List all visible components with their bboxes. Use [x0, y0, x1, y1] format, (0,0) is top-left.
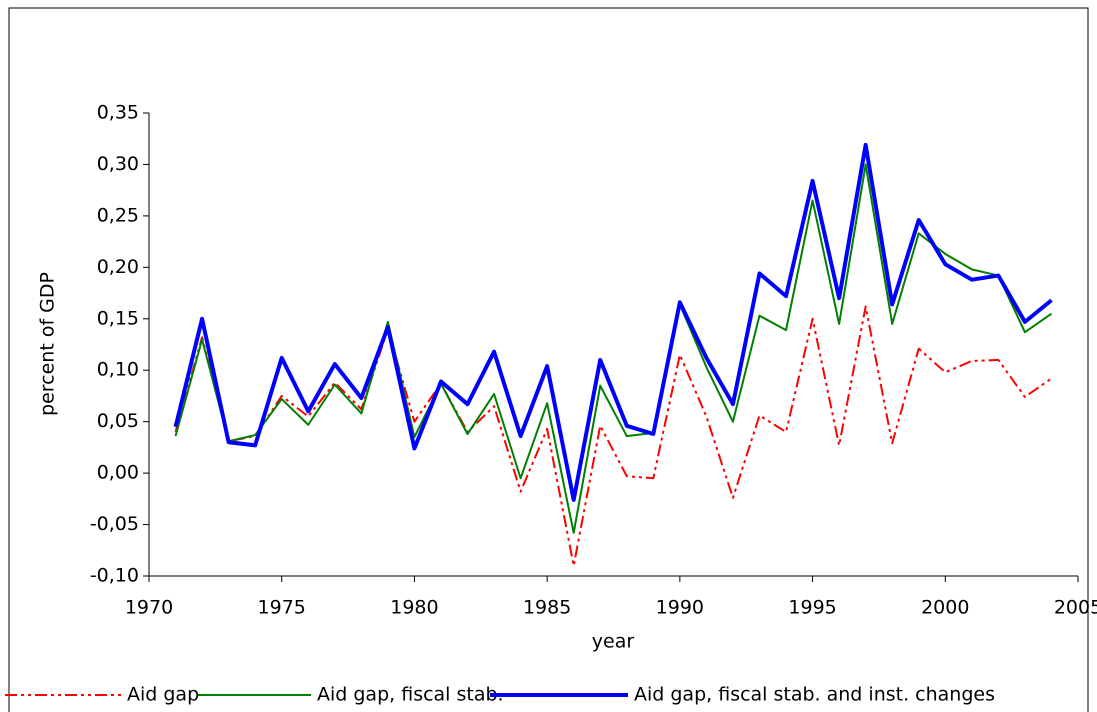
y-tick-label: 0,15 — [97, 307, 139, 329]
x-tick-label: 1980 — [390, 597, 438, 619]
legend-label: Aid gap, fiscal stab. — [317, 684, 504, 706]
y-tick-label: 0,00 — [97, 462, 139, 484]
chart-frame — [8, 7, 1089, 712]
data-line — [174, 163, 1053, 534]
x-tick-label: 1990 — [656, 597, 704, 619]
legend-label: Aid gap, fiscal stab. and inst. changes — [634, 684, 995, 706]
y-tick-label: 0,35 — [97, 102, 139, 124]
x-tick-label: 1970 — [125, 597, 173, 619]
y-tick-label: 0,25 — [97, 204, 139, 226]
y-tick-label: 0,30 — [97, 153, 139, 175]
x-tick-label: 2000 — [921, 597, 969, 619]
y-tick-label: -0,10 — [90, 565, 139, 587]
y-tick-label: -0,05 — [90, 513, 139, 535]
y-tick-label: 0,10 — [97, 359, 139, 381]
y-tick-label: 0,05 — [97, 410, 139, 432]
data-line — [173, 142, 1053, 502]
data-line — [174, 305, 1053, 567]
x-tick-label: 1995 — [788, 597, 836, 619]
x-tick-label: 2005 — [1054, 597, 1097, 619]
legend-label: Aid gap — [127, 684, 199, 706]
x-axis-title: year — [592, 631, 635, 653]
x-tick-label: 1975 — [258, 597, 306, 619]
y-tick-label: 0,20 — [97, 256, 139, 278]
y-axis-title: percent of GDP — [37, 272, 59, 416]
x-tick-label: 1985 — [523, 597, 571, 619]
